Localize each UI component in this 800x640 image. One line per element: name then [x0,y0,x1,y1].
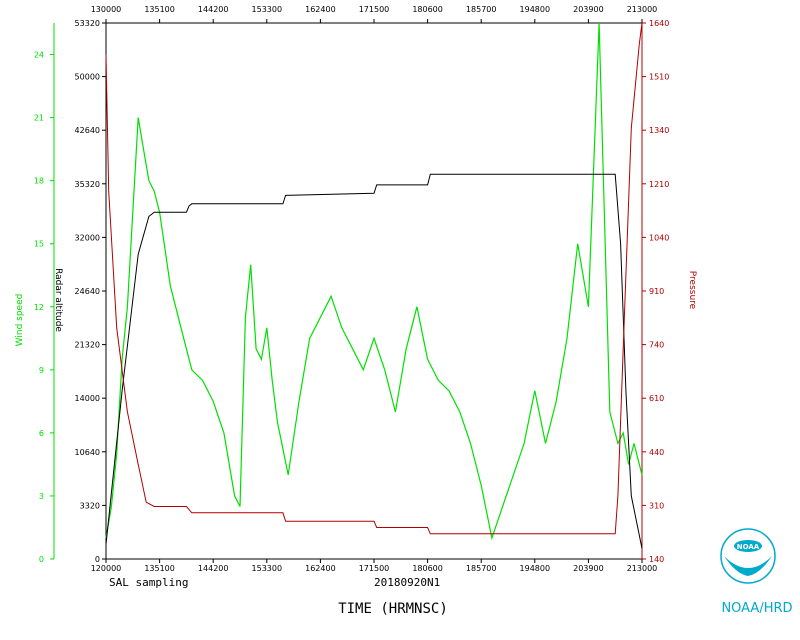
x-top-tick-label: 171500 [359,5,390,14]
x-top-tick-label: 194800 [520,5,551,14]
x-top-tick-label: 130000 [91,5,122,14]
x-tick-label: 162400 [305,564,336,573]
pressure-line [105,22,643,535]
x-tick-label: 153300 [252,564,283,573]
pressure-tick-label: 910 [649,287,664,296]
altitude-tick-label: 53320 [75,19,100,28]
x-tick-label: 194800 [520,564,551,573]
altitude-tick-label: 50000 [75,73,100,82]
x-tick-label: 120000 [91,564,122,573]
noaa-emblem-bird [724,556,772,576]
altitude-tick-label: 14000 [75,394,100,403]
altitude-tick-label: 10640 [75,448,100,457]
noaa-logo: NOAA NOAA/HRD [720,528,793,616]
wind-axis-label: Wind speed [15,294,25,347]
altitude-tick-label: 3320 [80,501,100,510]
radar-altitude-line [105,173,643,549]
pressure-tick-label: 610 [649,394,664,403]
x-top-tick-label: 144200 [198,5,229,14]
sal-sampling-label: SAL sampling [109,576,188,589]
pressure-tick-label: 140 [649,555,664,564]
plot-frame [105,22,643,560]
x-tick-label: 180600 [412,564,443,573]
wind-tick-label: 9 [39,366,44,375]
x-tick-label: 185700 [466,564,497,573]
altitude-tick-label: 32000 [75,233,100,242]
wind-tick-label: 12 [34,303,44,312]
pressure-tick-label: 440 [649,448,664,457]
x-tick-label: 144200 [198,564,229,573]
noaa-emblem-text: NOAA [737,543,760,551]
wind-tick-label: 0 [39,555,44,564]
noaa-emblem-icon [720,528,776,584]
wind-speed-line [105,22,643,541]
x-axis-title: TIME (HRMNSC) [338,601,448,617]
flight-id-label: 20180920N1 [374,576,440,589]
altitude-tick-label: 35320 [75,180,100,189]
x-top-tick-label: 185700 [466,5,497,14]
pressure-tick-label: 1640 [649,19,669,28]
x-tick-label: 213000 [627,564,658,573]
x-top-tick-label: 213000 [627,5,658,14]
altitude-axis-label: Radar altitude [53,268,63,332]
wind-tick-label: 3 [39,492,44,501]
pressure-tick-label: 1340 [649,126,669,135]
x-top-tick-label: 153300 [252,5,283,14]
pressure-axis-label: Pressure [687,271,697,310]
x-top-tick-label: 162400 [305,5,336,14]
wind-tick-label: 18 [34,177,44,186]
wind-tick-label: 15 [34,240,44,249]
pressure-tick-label: 310 [649,501,664,510]
x-top-tick-label: 135100 [144,5,175,14]
wind-tick-label: 24 [34,51,44,60]
x-top-tick-label: 180600 [412,5,443,14]
wind-tick-label: 6 [39,429,44,438]
pressure-tick-label: 1040 [649,233,669,242]
wind-tick-label: 21 [34,114,44,123]
x-tick-label: 203900 [573,564,604,573]
pressure-tick-label: 1210 [649,180,669,189]
noaa-hrd-label: NOAA/HRD [721,601,792,616]
pressure-tick-label: 1510 [649,73,669,82]
x-tick-label: 171500 [359,564,390,573]
x-tick-label: 135100 [144,564,175,573]
pressure-tick-label: 740 [649,341,664,350]
altitude-tick-label: 21320 [75,341,100,350]
x-top-tick-label: 203900 [573,5,604,14]
altitude-tick-label: 42640 [75,126,100,135]
altitude-tick-label: 24640 [75,287,100,296]
altitude-tick-label: 0 [95,555,100,564]
